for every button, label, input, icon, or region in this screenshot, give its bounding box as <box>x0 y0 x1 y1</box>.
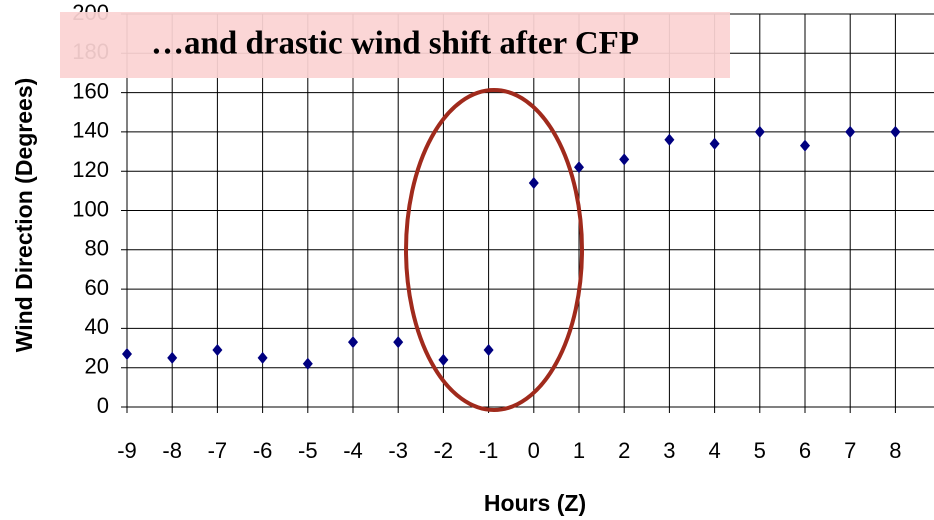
data-point <box>574 161 584 174</box>
y-tick-label: 20 <box>85 354 109 379</box>
y-tick-label: 0 <box>97 393 109 418</box>
x-tick-label: -1 <box>479 438 499 463</box>
data-point <box>845 125 856 138</box>
data-point <box>483 344 494 357</box>
x-axis-title: Hours (Z) <box>484 490 586 516</box>
data-point <box>800 139 810 152</box>
x-tick-label: 8 <box>889 438 901 463</box>
data-point <box>664 133 675 146</box>
data-point <box>619 153 630 166</box>
highlight-ellipse <box>404 88 584 412</box>
data-point <box>754 125 765 138</box>
x-tick-label: -9 <box>117 438 137 463</box>
data-point <box>348 336 358 349</box>
title-box <box>60 12 730 78</box>
data-point <box>528 176 539 189</box>
y-tick-label: 60 <box>85 275 109 300</box>
data-point <box>167 351 178 364</box>
data-point <box>302 357 313 370</box>
x-tick-label: 1 <box>573 438 585 463</box>
x-tick-label: -6 <box>253 438 273 463</box>
x-tick-label: -2 <box>434 438 454 463</box>
x-tick-label: 3 <box>663 438 675 463</box>
chart-title: …and drastic wind shift after CFP <box>151 26 639 62</box>
y-tick-label: 140 <box>72 118 109 143</box>
y-tick-label: 100 <box>72 196 109 221</box>
marks <box>122 125 901 370</box>
data-point <box>393 336 404 349</box>
x-tick-label: 0 <box>528 438 540 463</box>
x-tick-label: 4 <box>708 438 720 463</box>
x-tick-label: 6 <box>799 438 811 463</box>
data-point <box>122 347 132 360</box>
y-axis-title: Wind Direction (Degrees) <box>11 78 37 353</box>
x-tick-label: -3 <box>388 438 408 463</box>
x-tick-label: 7 <box>844 438 856 463</box>
y-tick-label: 120 <box>72 157 109 182</box>
x-tick-label: -5 <box>298 438 318 463</box>
data-point <box>438 353 449 366</box>
x-tick-label: 2 <box>618 438 630 463</box>
y-tick-label: 160 <box>72 78 109 103</box>
x-tick-label: -4 <box>343 438 363 463</box>
y-tick-label: 40 <box>85 314 109 339</box>
x-tick-label: -8 <box>162 438 182 463</box>
data-point <box>890 125 901 138</box>
data-point <box>212 344 223 357</box>
x-tick-label: 5 <box>754 438 766 463</box>
data-point <box>709 137 720 150</box>
data-point <box>257 351 268 364</box>
y-tick-label: 80 <box>85 236 109 261</box>
x-tick-label: -7 <box>208 438 228 463</box>
